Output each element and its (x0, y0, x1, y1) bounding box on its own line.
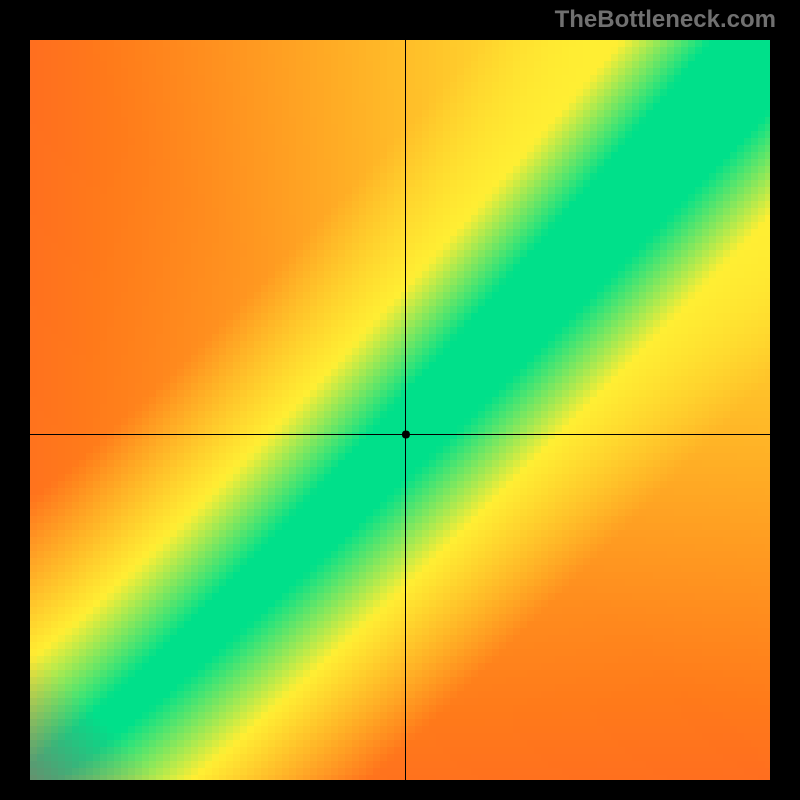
crosshair-horizontal (30, 434, 770, 435)
bottleneck-heatmap-canvas (0, 0, 800, 800)
crosshair-vertical (405, 40, 406, 780)
watermark-text: TheBottleneck.com (555, 6, 776, 34)
